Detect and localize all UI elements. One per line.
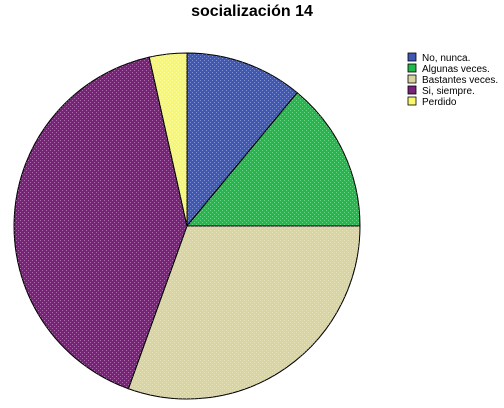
legend-swatch [407, 74, 417, 84]
pie-slice-texture [14, 57, 187, 389]
legend-swatch [407, 96, 417, 106]
legend-label: Perdido [422, 97, 457, 108]
legend-item: Bastantes veces. [407, 74, 498, 86]
pie-slices [13, 52, 361, 400]
pie-slice [127, 225, 361, 400]
pie-slice-texture [187, 92, 360, 226]
legend-item: Perdido [407, 96, 457, 108]
pie-slice-texture [128, 226, 360, 399]
pie-slice [13, 56, 188, 390]
legend: No, nunca.Algunas veces.Bastantes veces.… [407, 52, 498, 108]
legend-item: Si, siempre. [407, 85, 475, 97]
legend-swatch [407, 63, 417, 73]
legend-swatch [407, 85, 417, 95]
legend-label: No, nunca. [422, 53, 470, 64]
legend-item: No, nunca. [407, 52, 470, 64]
pie-slice-texture [187, 53, 298, 226]
pie-slice [148, 52, 188, 227]
pie-slice [185, 91, 361, 227]
legend-label: Bastantes veces. [422, 75, 498, 86]
legend-label: Si, siempre. [422, 86, 475, 97]
chart-title: socialización 14 [191, 3, 313, 20]
legend-swatch [407, 52, 417, 62]
legend-label: Algunas veces. [422, 64, 490, 75]
pie-slice-texture [149, 53, 187, 226]
pie-slice [186, 52, 298, 228]
legend-item: Algunas veces. [407, 63, 490, 75]
